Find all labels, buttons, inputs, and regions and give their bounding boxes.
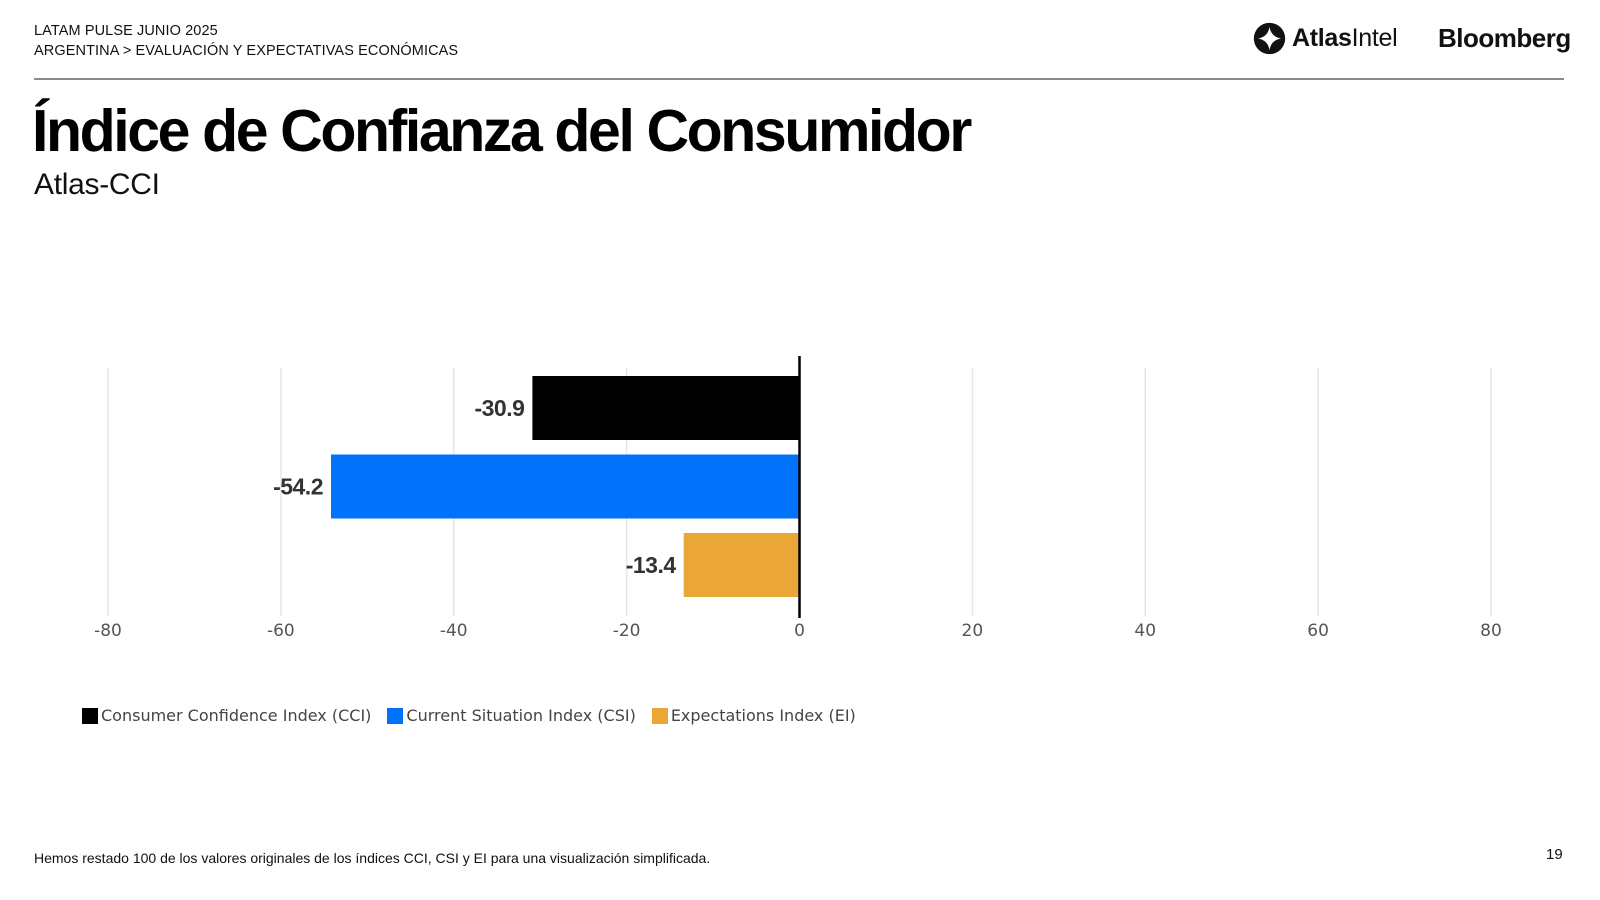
report-series-label: LATAM PULSE JUNIO 2025 bbox=[34, 23, 218, 39]
legend-swatch bbox=[82, 707, 98, 724]
x-tick-label: 60 bbox=[1307, 621, 1329, 641]
x-axis-ticks: -80 -60 -40 -20 0 20 40 60 80 bbox=[94, 621, 1502, 641]
bar-cci bbox=[532, 376, 800, 440]
x-tick-label: -40 bbox=[440, 621, 468, 641]
x-tick-label: 80 bbox=[1480, 621, 1502, 641]
legend-label: Expectations Index (EI) bbox=[670, 706, 856, 725]
bloomberg-logo: Bloomberg bbox=[1438, 23, 1571, 53]
page-title: Índice de Confianza del Consumidor bbox=[32, 98, 972, 164]
breadcrumb: ARGENTINA > EVALUACIÓN Y EXPECTATIVAS EC… bbox=[34, 43, 459, 59]
x-tick-label: -60 bbox=[267, 621, 295, 641]
legend-item: Consumer Confidence Index (CCI) bbox=[82, 706, 371, 725]
legend-item: Expectations Index (EI) bbox=[651, 706, 856, 725]
bar-ei bbox=[683, 533, 800, 597]
data-labels: -30.9 -54.2 -13.4 bbox=[273, 395, 677, 578]
legend-label: Current Situation Index (CSI) bbox=[406, 706, 636, 725]
data-label: -13.4 bbox=[626, 552, 677, 578]
atlasintel-logo-text: AtlasIntel bbox=[1292, 24, 1398, 52]
atlasintel-logo-icon bbox=[1253, 22, 1286, 55]
header-divider bbox=[34, 78, 1564, 80]
legend-item: Current Situation Index (CSI) bbox=[387, 706, 636, 725]
footnote: Hemos restado 100 de los valores origina… bbox=[34, 850, 711, 866]
legend-swatch bbox=[651, 707, 668, 724]
x-tick-label: -20 bbox=[613, 621, 641, 641]
atlasintel-logo: AtlasIntel bbox=[1253, 22, 1398, 55]
x-tick-label: -80 bbox=[94, 621, 122, 641]
chart-legend: Consumer Confidence Index (CCI) Current S… bbox=[82, 706, 856, 725]
bar-csi bbox=[331, 454, 800, 519]
x-tick-label: 20 bbox=[962, 621, 984, 641]
data-label: -54.2 bbox=[273, 474, 323, 500]
legend-label: Consumer Confidence Index (CCI) bbox=[101, 706, 372, 725]
x-tick-label: 0 bbox=[794, 621, 805, 641]
page-subtitle: Atlas-CCI bbox=[34, 168, 160, 201]
page-number: 19 bbox=[1546, 846, 1563, 863]
data-label: -30.9 bbox=[474, 395, 524, 421]
legend-swatch bbox=[387, 707, 404, 724]
x-tick-label: 40 bbox=[1134, 621, 1156, 641]
bars bbox=[331, 376, 800, 597]
